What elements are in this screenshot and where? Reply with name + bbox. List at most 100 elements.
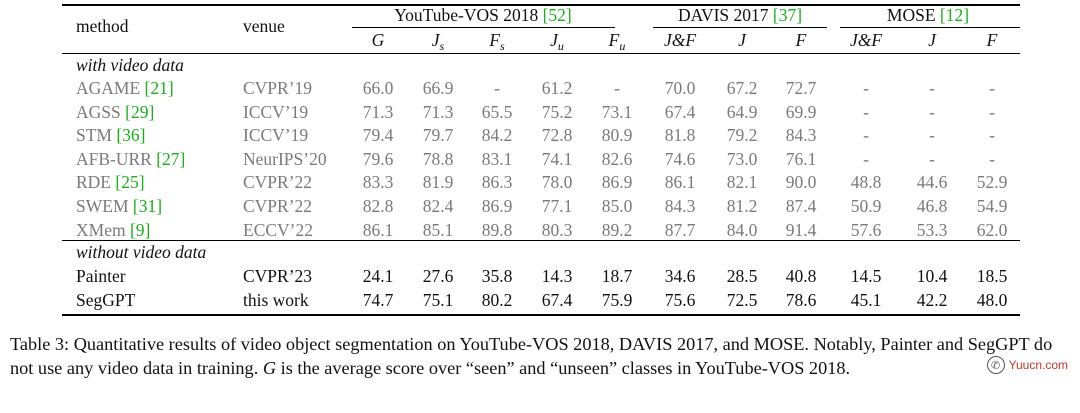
score-cell: 50.9	[850, 196, 882, 216]
score-cell: 73.1	[601, 101, 633, 122]
metric-symbol: J	[928, 30, 936, 50]
score-cell: 73.0	[726, 148, 758, 169]
metric-header: Fu	[609, 31, 626, 52]
score-cell: -	[929, 148, 935, 169]
score-cell: 84.0	[726, 219, 758, 240]
metric-symbol: J&F	[663, 30, 697, 50]
metric-symbol: F	[795, 30, 807, 50]
metric-header: J&F	[850, 31, 882, 50]
score-cell: -	[989, 78, 995, 98]
method-label: XMem	[76, 219, 126, 240]
score-cell: -	[929, 125, 935, 146]
group-name: YouTube-VOS 2018	[394, 5, 539, 25]
score-cell: 75.2	[541, 101, 573, 122]
venue-cell: ECCV’22	[243, 219, 313, 240]
score-cell: -	[863, 125, 869, 146]
method-name: RDE [25]	[76, 174, 145, 192]
metric-symbol: J	[550, 30, 558, 50]
header-venue: venue	[243, 16, 285, 36]
score-cell: 69.9	[785, 101, 817, 122]
method-name: STM [36]	[76, 125, 146, 146]
wechat-icon: ✆	[986, 356, 1005, 374]
score-cell: 40.8	[785, 266, 817, 286]
score-cell: 52.9	[976, 172, 1008, 193]
score-cell: 42.2	[916, 290, 948, 310]
score-cell: 84.3	[785, 125, 817, 146]
score-cell: 67.4	[541, 290, 573, 310]
score-cell: 53.3	[916, 219, 948, 240]
score-cell: 81.9	[422, 172, 454, 193]
score-cell: 67.2	[726, 78, 758, 98]
metric-header: F	[987, 31, 998, 50]
score-cell: 67.4	[664, 101, 696, 122]
method-name: AFB-URR [27]	[76, 148, 186, 169]
score-cell: 79.2	[726, 125, 758, 146]
score-cell: 78.0	[541, 172, 573, 193]
venue-cell: CVPR’22	[243, 196, 313, 216]
score-cell: 35.8	[481, 266, 513, 286]
score-cell: 48.0	[976, 290, 1008, 310]
score-cell: 82.8	[362, 196, 394, 216]
score-cell: -	[929, 101, 935, 122]
score-cell: 80.2	[481, 290, 513, 310]
score-cell: 77.1	[541, 196, 573, 216]
score-cell: 28.5	[726, 266, 758, 286]
method-label: AGSS	[76, 101, 121, 122]
score-cell: 18.7	[601, 266, 633, 286]
score-cell: 44.6	[916, 172, 948, 193]
metric-symbol: F	[489, 30, 501, 50]
score-cell: 82.6	[601, 148, 633, 169]
score-cell: 86.1	[362, 219, 394, 240]
score-cell: 72.5	[726, 290, 758, 310]
method-label: RDE	[76, 172, 111, 193]
method-citation: [21]	[144, 78, 174, 98]
score-cell: 83.3	[362, 172, 394, 193]
group-header: MOSE [12]	[887, 5, 970, 25]
top-rule	[62, 4, 1020, 6]
metric-header: G	[372, 31, 385, 50]
score-cell: 72.8	[541, 125, 573, 146]
header-rule	[62, 53, 1020, 54]
venue-cell: ICCV’19	[243, 125, 309, 146]
venue-cell: NeurIPS’20	[243, 148, 327, 169]
venue-cell: this work	[243, 290, 309, 310]
score-cell: 71.3	[362, 101, 394, 122]
score-cell: 81.2	[726, 196, 758, 216]
metric-subscript: u	[557, 39, 564, 53]
method-citation: [31]	[132, 196, 163, 216]
method-name: AGSS [29]	[76, 101, 154, 122]
score-cell: 54.9	[976, 196, 1008, 216]
score-cell: 27.6	[422, 266, 454, 286]
caption-g-symbol: G	[262, 357, 277, 378]
score-cell: 34.6	[664, 266, 696, 286]
score-cell: 76.1	[785, 148, 817, 169]
metric-symbol: J	[431, 30, 440, 50]
score-cell: 79.7	[422, 125, 454, 146]
score-cell: -	[614, 78, 620, 98]
metric-subscript: s	[500, 39, 505, 53]
score-cell: 80.3	[541, 219, 573, 240]
group-citation: [12]	[939, 5, 970, 25]
score-cell: 78.8	[422, 148, 454, 169]
method-citation: [27]	[156, 148, 186, 169]
score-cell: 87.7	[664, 219, 696, 240]
header-method: method	[76, 16, 129, 36]
score-cell: -	[989, 148, 995, 169]
score-cell: 79.4	[362, 125, 394, 146]
score-cell: 86.1	[664, 172, 696, 193]
section-rule	[62, 240, 1020, 241]
score-cell: -	[863, 101, 869, 122]
method-label: STM	[76, 125, 112, 146]
score-cell: 85.0	[601, 196, 633, 216]
group-header: DAVIS 2017 [37]	[678, 6, 802, 25]
score-cell: -	[989, 125, 995, 146]
score-cell: 61.2	[541, 78, 573, 98]
score-cell: 82.1	[726, 172, 758, 193]
score-cell: 14.3	[541, 266, 573, 286]
method-label: SWEM	[76, 196, 129, 216]
section-with-video-data: with video data	[76, 55, 184, 75]
score-cell: 87.4	[785, 196, 817, 216]
score-cell: 74.1	[541, 148, 573, 169]
score-cell: 78.6	[785, 290, 817, 310]
metric-header: J	[928, 30, 936, 50]
